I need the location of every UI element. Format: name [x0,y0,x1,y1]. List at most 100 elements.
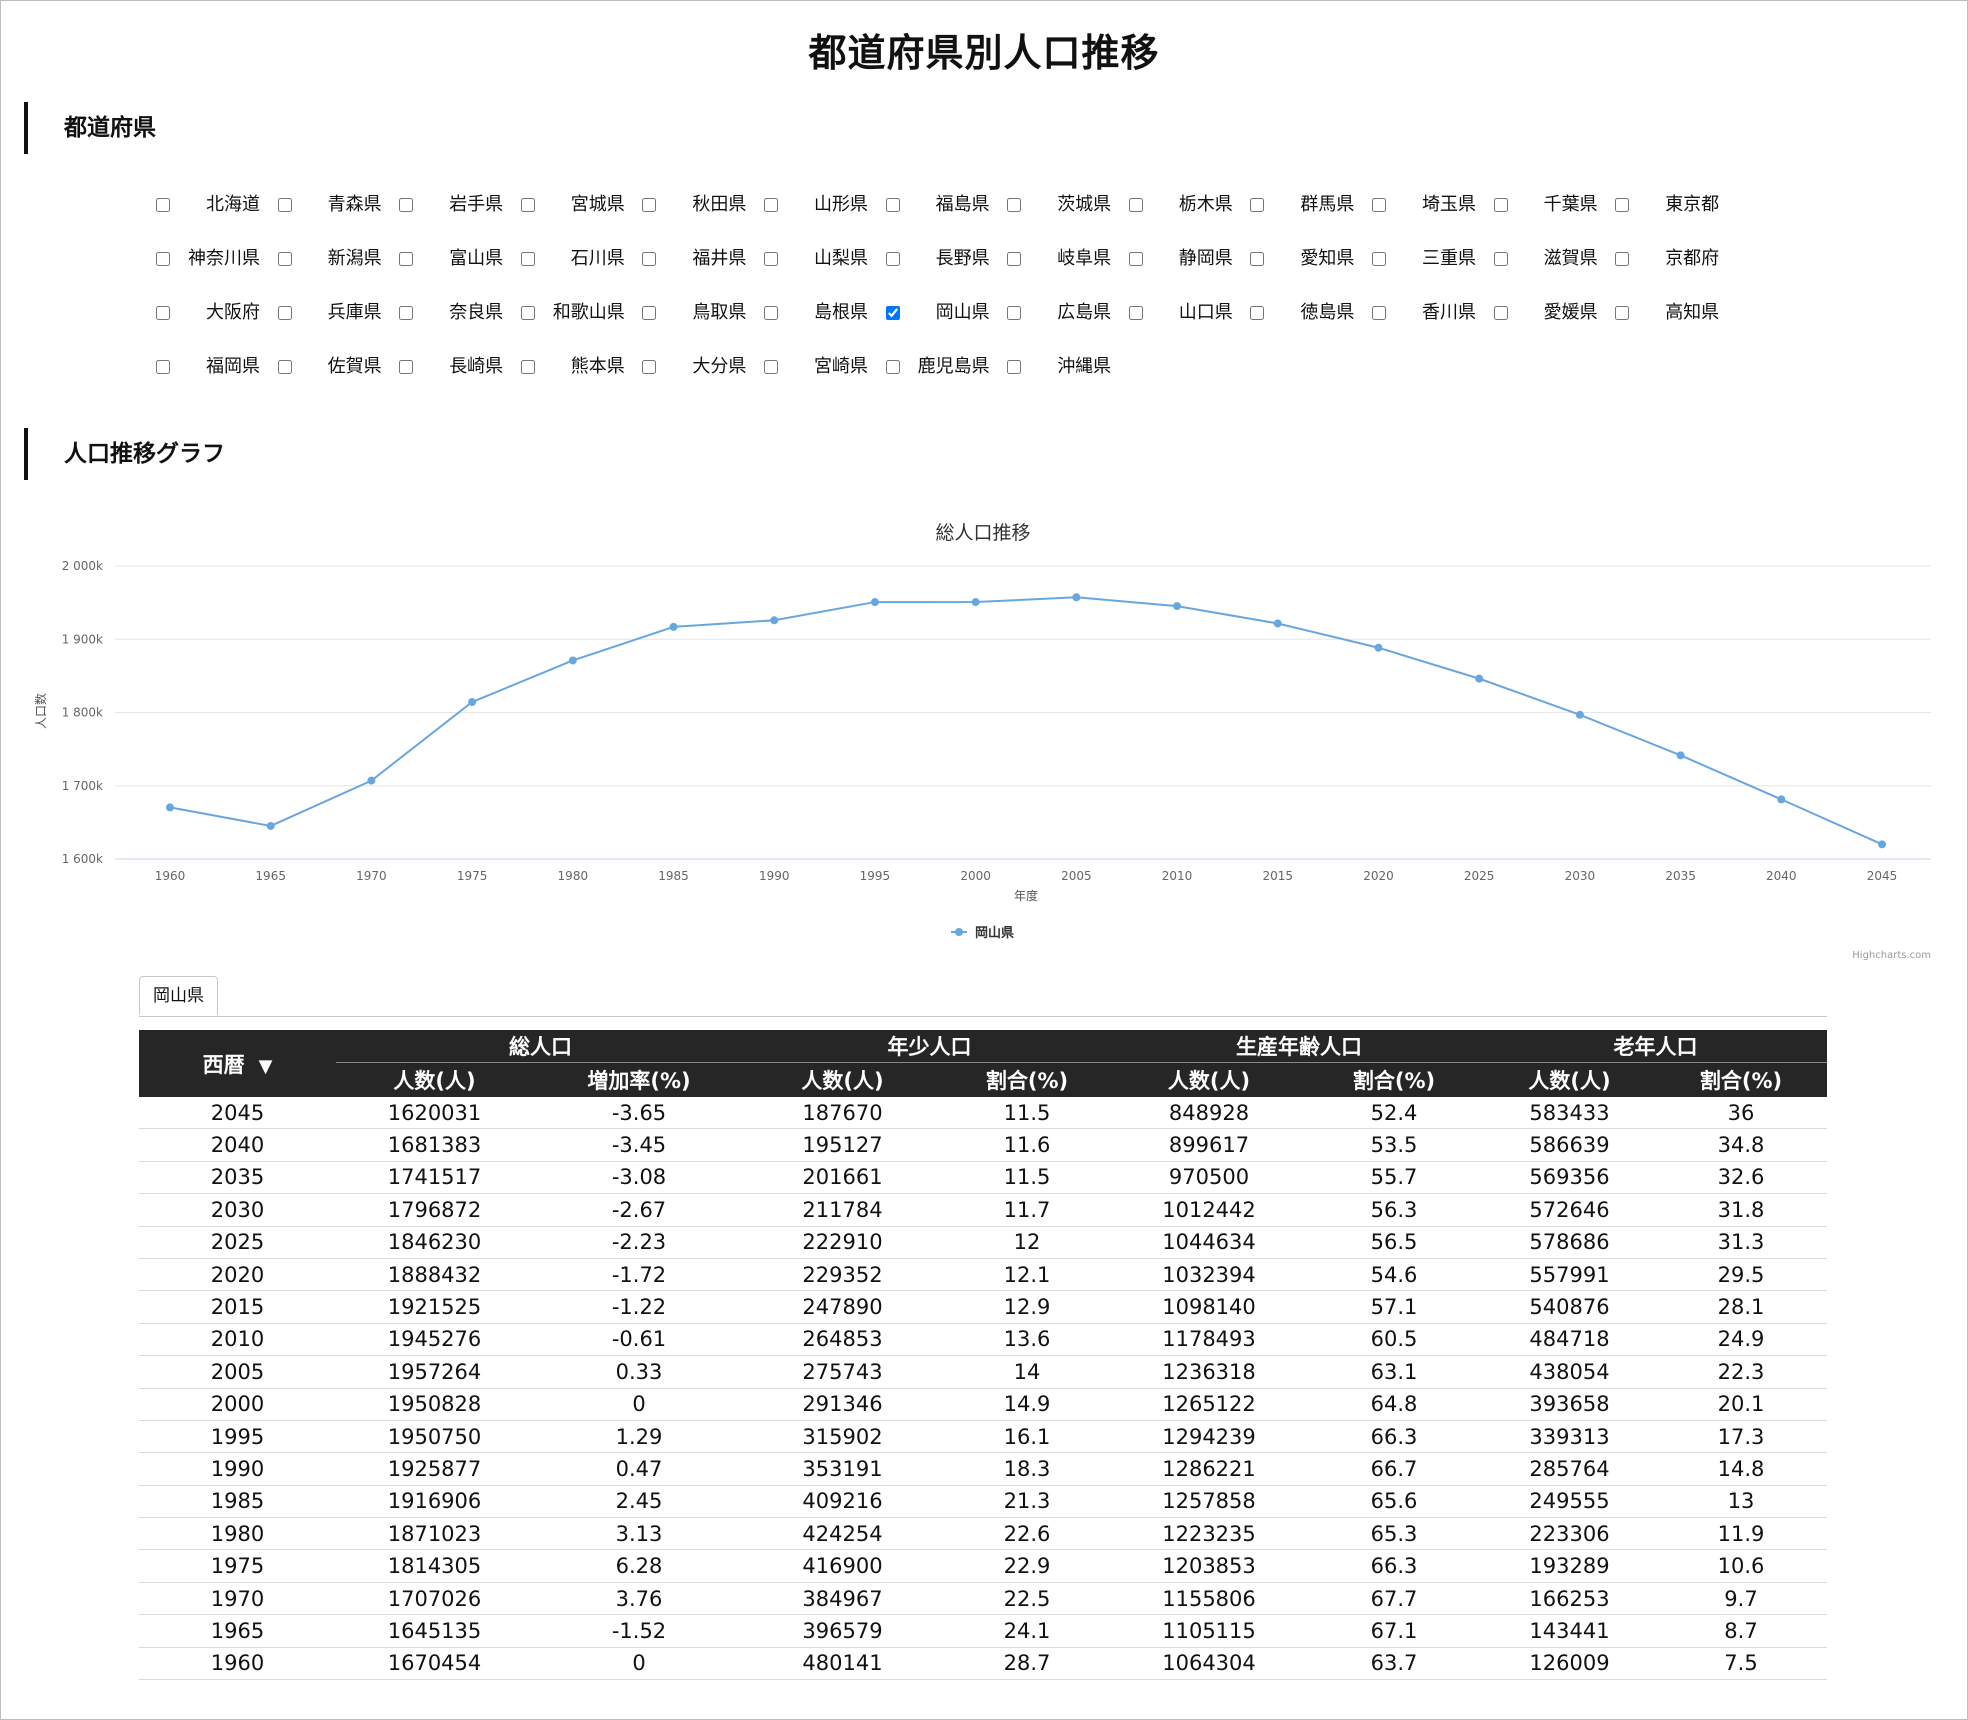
data-point[interactable] [266,821,275,830]
chart-legend[interactable]: 岡山県 [951,925,1014,941]
prefecture-label[interactable]: 京都府 [1665,248,1720,269]
prefecture-option[interactable]: 鹿児島県 [885,352,1008,382]
prefecture-option[interactable]: 和歌山県 [520,298,643,328]
prefecture-option[interactable]: 岩手県 [399,190,521,220]
prefecture-checkbox[interactable] [642,198,657,212]
prefecture-checkbox[interactable] [885,306,900,320]
prefecture-option[interactable]: 熊本県 [520,352,643,382]
prefecture-checkbox[interactable] [277,252,292,266]
prefecture-option[interactable]: 長野県 [885,244,1008,274]
prefecture-label[interactable]: 兵庫県 [327,302,382,323]
prefecture-label[interactable]: 和歌山県 [552,302,625,323]
prefecture-option[interactable]: 石川県 [520,244,643,274]
prefecture-option[interactable]: 大分県 [642,352,764,382]
prefecture-checkbox[interactable] [1372,198,1386,212]
prefecture-checkbox[interactable] [1493,306,1508,320]
prefecture-option[interactable]: 山形県 [764,190,886,220]
prefecture-option[interactable]: 三重県 [1372,244,1494,274]
prefecture-checkbox[interactable] [1493,252,1508,266]
prefecture-option[interactable]: 京都府 [1615,244,1737,274]
prefecture-checkbox[interactable] [1128,252,1143,266]
prefecture-label[interactable]: 宮城県 [570,194,625,215]
prefecture-label[interactable]: 富山県 [449,248,504,269]
prefecture-option[interactable]: 神奈川県 [156,244,278,274]
prefecture-checkbox[interactable] [1007,360,1022,374]
prefecture-option[interactable]: 岐阜県 [1007,244,1129,274]
prefecture-option[interactable]: 宮城県 [520,190,643,220]
prefecture-checkbox[interactable] [399,306,414,320]
prefecture-label[interactable]: 新潟県 [327,248,382,269]
prefecture-checkbox[interactable] [277,198,292,212]
data-point[interactable] [166,803,174,812]
prefecture-option[interactable]: 広島県 [1007,298,1129,328]
prefecture-option[interactable]: 鳥取県 [642,298,764,328]
prefecture-label[interactable]: 愛知県 [1300,248,1355,269]
prefecture-label[interactable]: 福島県 [935,194,990,215]
prefecture-option[interactable]: 香川県 [1372,298,1494,328]
data-point[interactable] [1273,619,1282,628]
prefecture-checkbox[interactable] [1615,252,1630,266]
prefecture-checkbox[interactable] [1493,198,1508,212]
prefecture-option[interactable]: 福井県 [642,244,764,274]
prefecture-label[interactable]: 山梨県 [814,248,868,269]
prefecture-option[interactable]: 福岡県 [156,352,278,382]
prefecture-option[interactable]: 滋賀県 [1493,244,1616,274]
prefecture-option[interactable]: 大阪府 [156,298,278,328]
prefecture-checkbox[interactable] [642,306,657,320]
data-point[interactable] [1575,710,1584,719]
prefecture-option[interactable]: 宮崎県 [764,352,886,382]
prefecture-checkbox[interactable] [399,252,414,266]
prefecture-checkbox[interactable] [399,360,414,374]
prefecture-checkbox[interactable] [1007,252,1022,266]
prefecture-label[interactable]: 静岡県 [1178,248,1233,269]
prefecture-label[interactable]: 埼玉県 [1422,194,1476,215]
prefecture-label[interactable]: 島根県 [814,302,868,323]
prefecture-label[interactable]: 群馬県 [1300,194,1355,215]
prefecture-option[interactable]: 青森県 [277,190,400,220]
data-point[interactable] [367,776,376,785]
prefecture-option[interactable]: 北海道 [156,190,278,220]
prefecture-label[interactable]: 沖縄県 [1057,356,1112,377]
prefecture-option[interactable]: 秋田県 [642,190,764,220]
prefecture-checkbox[interactable] [156,198,170,212]
prefecture-option[interactable]: 富山県 [399,244,521,274]
data-point[interactable] [1777,795,1786,804]
prefecture-label[interactable]: 岩手県 [449,194,504,215]
prefecture-label[interactable]: 青森県 [327,194,382,215]
prefecture-label[interactable]: 東京都 [1665,194,1720,215]
prefecture-checkbox[interactable] [764,198,778,212]
prefecture-label[interactable]: 長野県 [935,248,990,269]
prefecture-label[interactable]: 山形県 [814,194,868,215]
prefecture-checkbox[interactable] [1128,306,1143,320]
prefecture-checkbox[interactable] [885,252,900,266]
prefecture-checkbox[interactable] [277,360,292,374]
data-point[interactable] [1475,674,1484,683]
prefecture-label[interactable]: 神奈川県 [188,248,260,269]
prefecture-option[interactable]: 埼玉県 [1372,190,1494,220]
prefecture-label[interactable]: 長崎県 [449,356,504,377]
prefecture-checkbox[interactable] [520,306,535,320]
prefecture-option[interactable]: 愛媛県 [1493,298,1616,328]
prefecture-checkbox[interactable] [885,360,900,374]
prefecture-checkbox[interactable] [764,252,778,266]
data-point[interactable] [870,598,879,607]
prefecture-option[interactable]: 山口県 [1128,298,1251,328]
prefecture-checkbox[interactable] [156,252,170,266]
prefecture-label[interactable]: 鳥取県 [692,302,747,323]
prefecture-checkbox[interactable] [642,252,657,266]
chart-credits-link[interactable]: Highcharts.com [1852,950,1931,961]
data-point[interactable] [568,656,577,665]
prefecture-option[interactable]: 島根県 [764,298,886,328]
prefecture-checkbox[interactable] [1372,306,1386,320]
prefecture-label[interactable]: 奈良県 [449,302,504,323]
prefecture-label[interactable]: 高知県 [1665,302,1720,323]
prefecture-checkbox[interactable] [1615,198,1630,212]
prefecture-checkbox[interactable] [1372,252,1386,266]
prefecture-option[interactable]: 群馬県 [1250,190,1372,220]
prefecture-option[interactable]: 栃木県 [1128,190,1251,220]
prefecture-checkbox[interactable] [642,360,657,374]
prefecture-option[interactable]: 千葉県 [1493,190,1616,220]
prefecture-checkbox[interactable] [520,252,535,266]
prefecture-checkbox[interactable] [277,306,292,320]
prefecture-label[interactable]: 鹿児島県 [917,356,990,377]
